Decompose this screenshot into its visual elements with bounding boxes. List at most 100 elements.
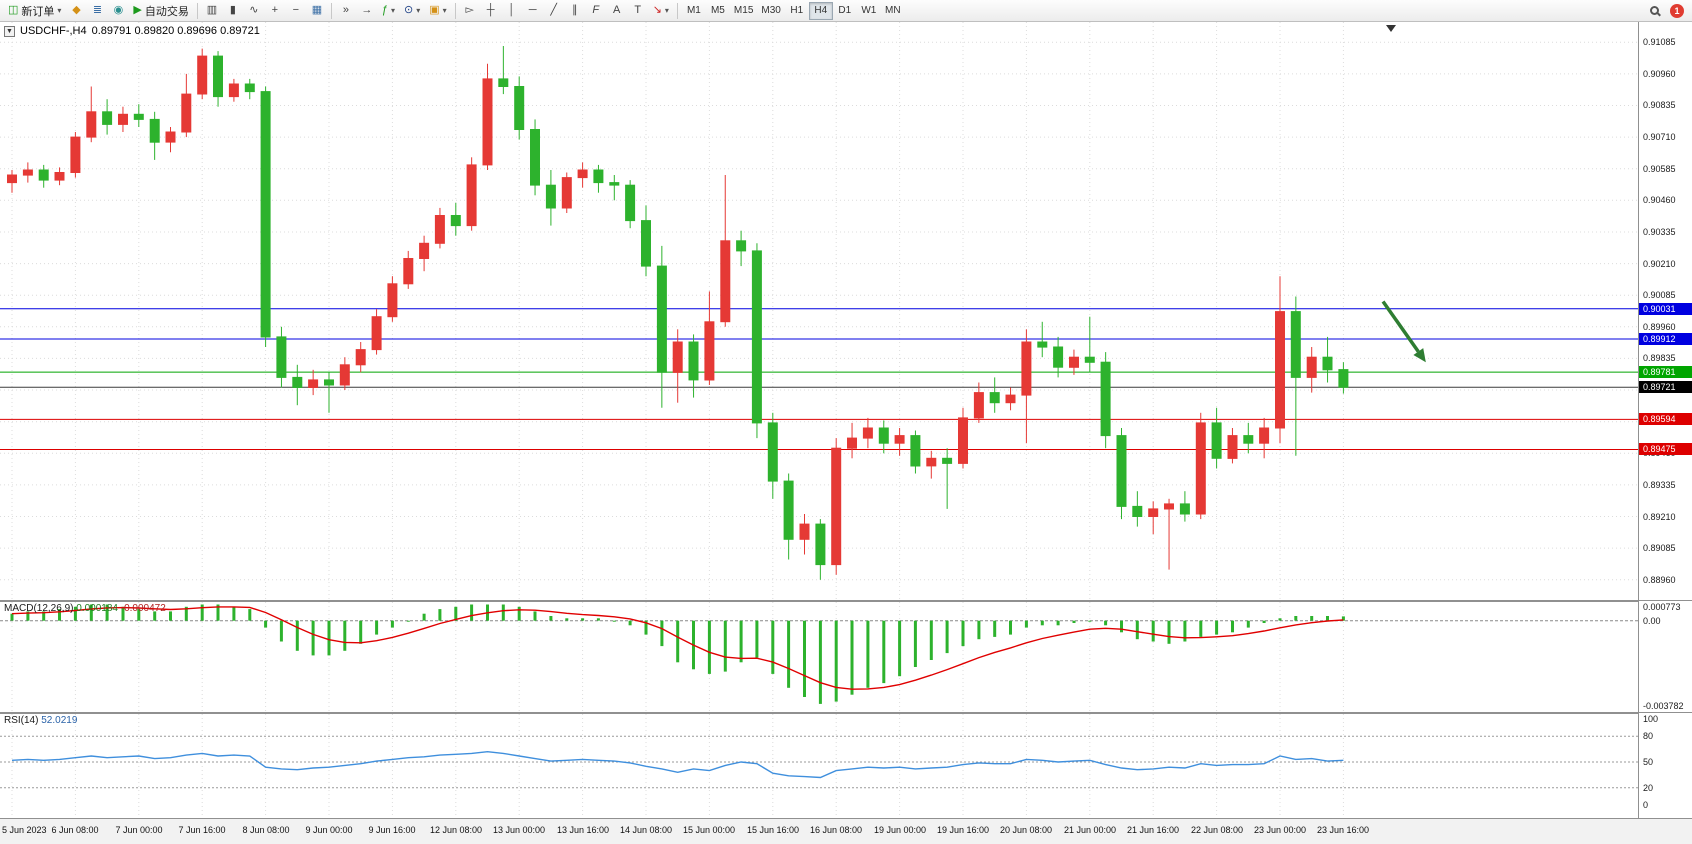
bar-chart-button[interactable]: ▥ [202,1,222,20]
time-axis-label: 9 Jun 16:00 [368,825,416,835]
macd-label: MACD(12,26,9) [4,603,74,614]
text-icon: A [613,4,621,16]
tf-button-h1[interactable]: H1 [785,2,809,20]
new-order-icon: ◫ [8,4,19,16]
community-button[interactable]: ◉ [108,1,128,20]
fibonacci-button[interactable]: F [586,1,606,20]
time-axis-label: 9 Jun 00:00 [305,825,353,835]
zoom-in-icon: + [271,4,279,16]
candlestick-chart[interactable]: ▼ USDCHF-,H4 0.89791 0.89820 0.89696 0.8… [0,22,1638,600]
rsi-label: RSI(14) [4,715,39,726]
collapse-icon[interactable]: ▼ [4,25,15,37]
macd-label-row: MACD(12,26,9) 0.000184 -0.000472 [4,603,166,614]
crosshair-button[interactable]: ┼ [481,1,501,20]
rsi-scale-label: 50 [1643,757,1654,767]
time-axis-label: 5 Jun 2023 [2,825,47,835]
rsi-chart[interactable]: RSI(14) 52.0219 [0,713,1638,818]
rsi-scale-label: 20 [1643,783,1654,793]
current-price-line-price-tag: 0.89721 [1639,381,1692,393]
price-scale-label: 0.89335 [1643,480,1676,490]
text-label-icon: T [634,4,642,16]
chart-shift-marker[interactable] [1386,25,1396,32]
cursor-icon: ▻ [465,4,474,16]
trendline-button[interactable]: ╱ [544,1,564,20]
indicators-icon: ƒ [381,4,389,16]
tf-button-w1[interactable]: W1 [857,2,881,20]
toolbar-separator [330,2,332,19]
new-order-button[interactable]: ◫ 新订单 ▾ [4,1,65,20]
market-watch-button[interactable]: ≣ [87,1,107,20]
tf-button-m1[interactable]: M1 [682,2,706,20]
horizontal-line-button[interactable]: ─ [523,1,543,20]
rsi-label-row: RSI(14) 52.0219 [4,715,77,726]
periods-button[interactable]: ⊙ ▾ [400,1,424,20]
tf-button-m30[interactable]: M30 [757,2,784,20]
price-scale-label: 0.90710 [1643,132,1676,142]
time-axis[interactable]: 5 Jun 2023 6 Jun 08:00 7 Jun 00:00 7 Jun 16… [0,818,1692,844]
rsi-scale-label: 100 [1643,714,1659,724]
chevron-down-icon: ▾ [416,6,421,15]
text-button[interactable]: A [607,1,627,20]
support-line-1-price-tag: 0.89594 [1639,413,1692,425]
price-scale-label: 0.90335 [1643,227,1676,237]
candlestick-icon: ▮ [229,4,236,16]
tf-button-m15[interactable]: M15 [730,2,757,20]
tf-button-mn[interactable]: MN [881,2,905,20]
notification-badge[interactable]: 1 [1670,3,1684,18]
toolbar-right-group: 1 [1644,1,1688,20]
chart-shift-button[interactable]: → [357,1,377,20]
arrows-icon: ↘ [652,4,662,16]
vertical-line-button[interactable]: │ [502,1,522,20]
ohlc-values: 0.89791 0.89820 0.89696 0.89721 [91,25,260,37]
line-chart-button[interactable]: ∿ [244,1,264,20]
symbol-timeframe-label: USDCHF-,H4 [20,25,87,37]
autotrade-button[interactable]: ▶ 自动交易 [129,1,192,20]
toolbar-separator [454,2,456,19]
tile-windows-icon: ▦ [311,4,323,16]
rsi-pane: RSI(14) 52.0219 100 80 50 20 0 [0,712,1692,818]
zoom-out-icon: − [292,4,300,16]
terminal-icon: ◆ [72,4,81,16]
search-button[interactable] [1644,1,1664,20]
timeframe-group: M1 M5 M15 M30 H1 H4 D1 W1 MN [682,1,905,20]
main-chart-pane: ▼ USDCHF-,H4 0.89791 0.89820 0.89696 0.8… [0,22,1692,600]
candlestick-button[interactable]: ▮ [223,1,243,20]
rsi-scale[interactable]: 100 80 50 20 0 [1638,713,1692,818]
zoom-out-button[interactable]: − [286,1,306,20]
crosshair-icon: ┼ [486,4,495,16]
time-axis-label: 20 Jun 08:00 [999,825,1053,835]
cursor-button[interactable]: ▻ [460,1,480,20]
time-axis-label: 13 Jun 16:00 [556,825,610,835]
zoom-in-button[interactable]: + [265,1,285,20]
templates-button[interactable]: ▣ ▾ [425,1,450,20]
price-scale-label: 0.89085 [1643,543,1676,553]
price-scale[interactable]: 0.91085 0.90960 0.90835 0.90710 0.90585 0.904… [1638,22,1692,600]
tile-windows-button[interactable]: ▦ [307,1,327,20]
terminal-button[interactable]: ◆ [66,1,86,20]
macd-scale[interactable]: 0.000773 0.00 -0.003782 [1638,601,1692,712]
price-scale-label: 0.91085 [1643,37,1676,47]
periods-clock-icon: ⊙ [404,4,414,16]
auto-scroll-button[interactable]: » [336,1,356,20]
text-label-button[interactable]: T [628,1,648,20]
tf-button-d1[interactable]: D1 [833,2,857,20]
tf-button-m5[interactable]: M5 [706,2,730,20]
channel-icon: ∥ [571,4,578,16]
time-axis-label: 19 Jun 00:00 [873,825,927,835]
time-axis-label: 16 Jun 08:00 [809,825,863,835]
tf-button-h4[interactable]: H4 [808,1,833,20]
chevron-down-icon: ▾ [664,6,669,15]
indicators-button[interactable]: ƒ ▾ [378,1,399,20]
time-axis-label: 15 Jun 16:00 [746,825,800,835]
channel-button[interactable]: ∥ [565,1,585,20]
macd-chart[interactable]: MACD(12,26,9) 0.000184 -0.000472 [0,601,1638,712]
arrows-button[interactable]: ↘ ▾ [649,1,673,20]
resistance-line-2-price-tag: 0.89912 [1639,333,1692,345]
time-axis-label: 8 Jun 08:00 [242,825,290,835]
price-scale-label: 0.90210 [1643,259,1676,269]
toolbar-separator [676,2,678,19]
chevron-down-icon: ▾ [391,6,396,15]
vertical-line-icon: │ [508,4,516,16]
time-axis-label: 7 Jun 00:00 [115,825,163,835]
